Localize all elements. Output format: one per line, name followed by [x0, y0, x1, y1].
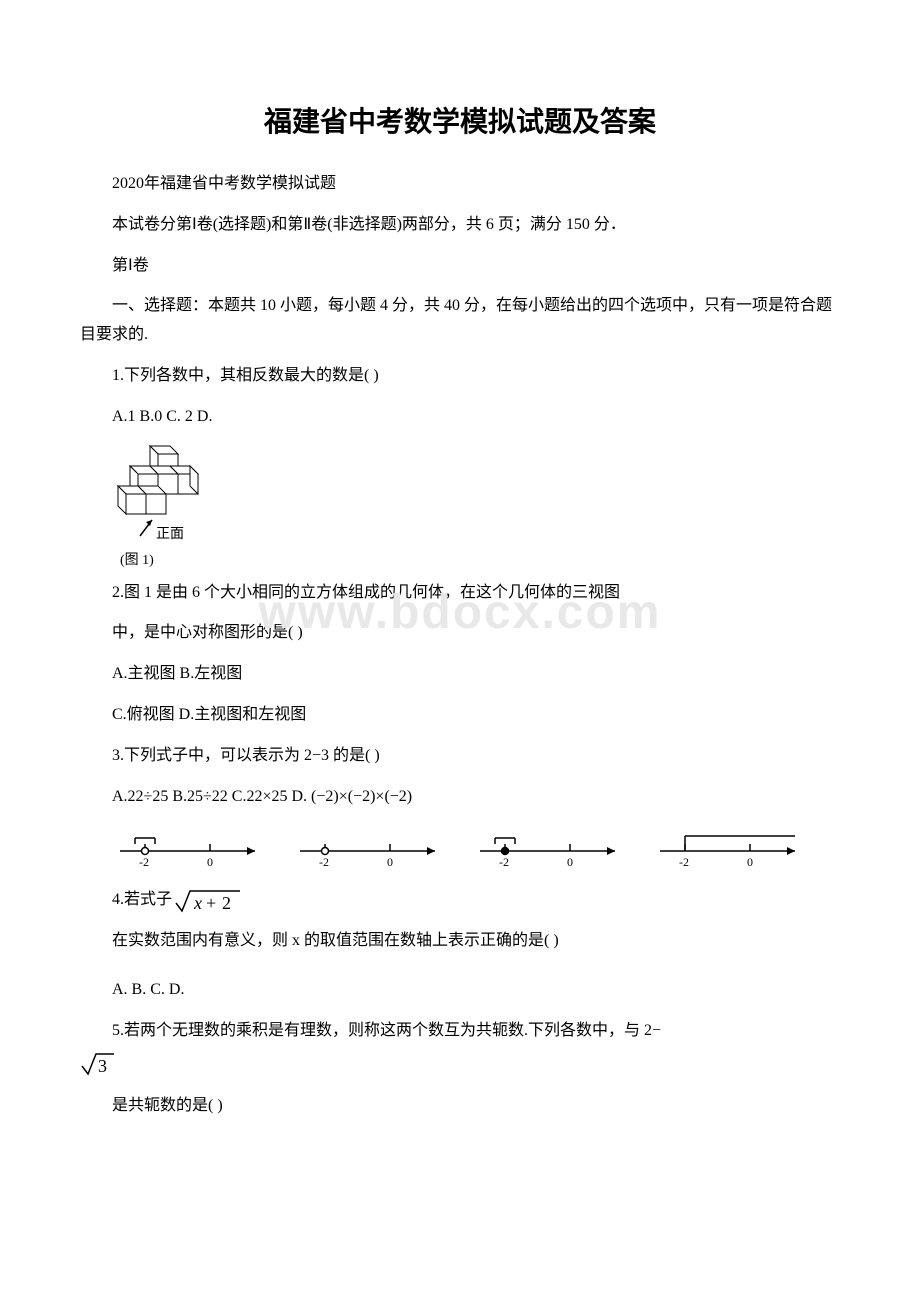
section-1-label: 第Ⅰ卷	[80, 252, 840, 281]
svg-text:0: 0	[567, 855, 573, 869]
question-5-line2: 是共轭数的是( )	[80, 1092, 840, 1121]
svg-text:-2: -2	[139, 855, 149, 869]
cube-diagram: 正面	[112, 444, 222, 544]
question-5-sqrt3: 3	[80, 1050, 840, 1089]
figure-1-label: 正面	[156, 527, 184, 542]
question-1-text: 1.下列各数中，其相反数最大的数是( )	[80, 362, 840, 391]
question-4-prefix-text: 4.若式子	[80, 886, 172, 915]
svg-text:-2: -2	[319, 855, 329, 869]
svg-text:2: 2	[222, 893, 231, 913]
svg-text:3: 3	[98, 1056, 107, 1076]
svg-text:-2: -2	[679, 855, 689, 869]
sqrt-x-plus-2: x + 2	[174, 887, 244, 915]
section-1-instructions: 一、选择题：本题共 10 小题，每小题 4 分，共 40 分，在每小题给出的四个…	[80, 292, 840, 350]
sqrt-3-icon: 3	[80, 1050, 118, 1078]
question-4-options: A. B. C. D.	[80, 976, 840, 1005]
numberline-c: -2 0	[460, 826, 640, 871]
svg-text:-2: -2	[499, 855, 509, 869]
page-title: 福建省中考数学模拟试题及答案	[80, 100, 840, 140]
question-5-line1: 5.若两个无理数的乘积是有理数，则称这两个数互为共轭数.下列各数中，与 2−	[80, 1017, 840, 1046]
numberline-a: -2 0	[100, 826, 280, 871]
question-3-text: 3.下列式子中，可以表示为 2−3 的是( )	[80, 742, 840, 771]
exam-description: 本试卷分第Ⅰ卷(选择题)和第Ⅱ卷(非选择题)两部分，共 6 页；满分 150 分…	[80, 211, 840, 240]
question-2-options-cd: C.俯视图 D.主视图和左视图	[80, 701, 840, 730]
numberline-d: -2 0	[640, 826, 820, 871]
question-2-options-ab: A.主视图 B.左视图	[80, 660, 840, 689]
question-4-prefix: 4.若式子 x + 2	[80, 886, 840, 915]
question-4-line2: 在实数范围内有意义，则 x 的取值范围在数轴上表示正确的是( )	[80, 927, 840, 956]
figure-1-caption: (图 1)	[120, 549, 840, 569]
svg-text:+: +	[206, 893, 216, 913]
numberline-b: -2 0	[280, 826, 460, 871]
svg-text:0: 0	[747, 855, 753, 869]
question-2-line2: 中，是中心对称图形的是( )	[80, 619, 840, 648]
svg-text:0: 0	[387, 855, 393, 869]
svg-text:x: x	[193, 893, 202, 913]
question-2-line1: 2.图 1 是由 6 个大小相同的立方体组成的几何体，在这个几何体的三视图	[80, 579, 840, 608]
question-3-options: A.22÷25 B.25÷22 C.22×25 D. (−2)×(−2)×(−2…	[80, 783, 840, 812]
numberline-options: -2 0 -2 0 -2 0	[80, 826, 840, 871]
figure-1: 正面 (图 1)	[112, 444, 840, 569]
subtitle: 2020年福建省中考数学模拟试题	[80, 170, 840, 199]
question-1-options: A.1 B.0 C. 2 D.	[80, 403, 840, 432]
svg-text:0: 0	[207, 855, 213, 869]
